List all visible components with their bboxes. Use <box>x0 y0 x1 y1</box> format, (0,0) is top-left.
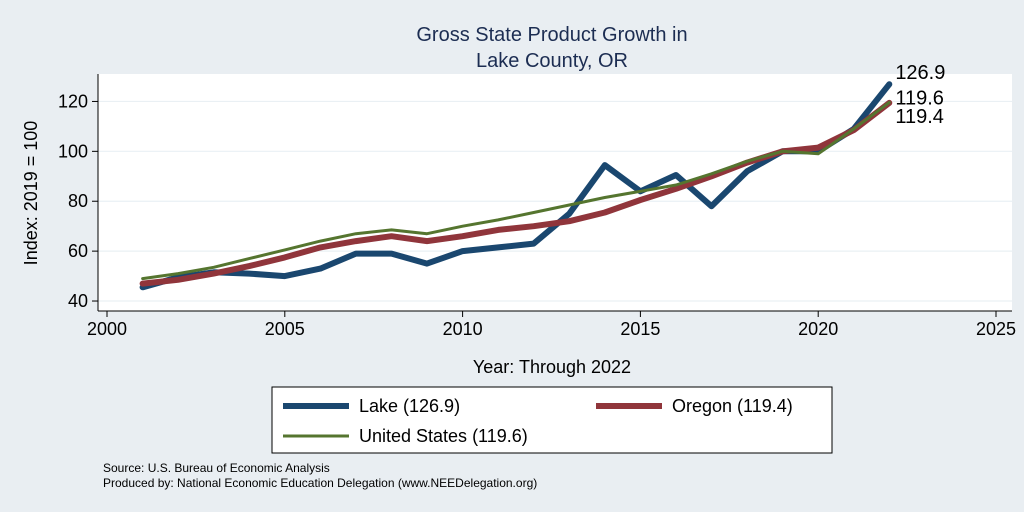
series-line-united-states <box>141 100 891 281</box>
x-tick-label-2: 2010 <box>443 319 483 339</box>
legend-label-lake: Lake (126.9) <box>359 396 460 416</box>
end-label-united-states: 119.6 <box>895 87 944 109</box>
end-label-oregon: 119.4 <box>895 106 944 128</box>
y-tick-label-3: 100 <box>58 141 88 161</box>
legend-box <box>271 386 833 454</box>
chart-subtitle: Lake County, OR <box>476 50 628 72</box>
y-tick-label-1: 60 <box>68 241 88 261</box>
x-tick-label-5: 2025 <box>976 319 1016 339</box>
x-tick-label-4: 2020 <box>798 319 838 339</box>
series-lines <box>139 81 893 291</box>
source-note: Source: U.S. Bureau of Economic Analysis <box>103 461 330 475</box>
legend-label-united-states: United States (119.6) <box>359 426 528 446</box>
produced-by-note: Produced by: National Economic Education… <box>103 476 537 490</box>
x-tick-label-0: 2000 <box>87 319 127 339</box>
y-tick-label-2: 80 <box>68 191 88 211</box>
legend-label-oregon: Oregon (119.4) <box>672 396 793 416</box>
gridlines <box>98 100 1012 302</box>
y-tick-label-4: 120 <box>58 91 88 111</box>
axes: 40 60 80 100 120 2000 2005 2010 2015 2020 2025 <box>58 74 1016 339</box>
end-label-lake: 126.9 <box>895 62 945 84</box>
y-tick-label-0: 40 <box>68 291 88 311</box>
x-axis-label: Year: Through 2022 <box>473 357 631 377</box>
y-axis-label: Index: 2019 = 100 <box>21 121 41 266</box>
chart-title: Gross State Product Growth in <box>416 24 687 46</box>
legend: Lake (126.9) Oregon (119.4) United States … <box>283 396 793 446</box>
series-line-lake <box>139 81 893 291</box>
x-tick-label-1: 2005 <box>265 319 305 339</box>
x-tick-label-3: 2015 <box>620 319 660 339</box>
